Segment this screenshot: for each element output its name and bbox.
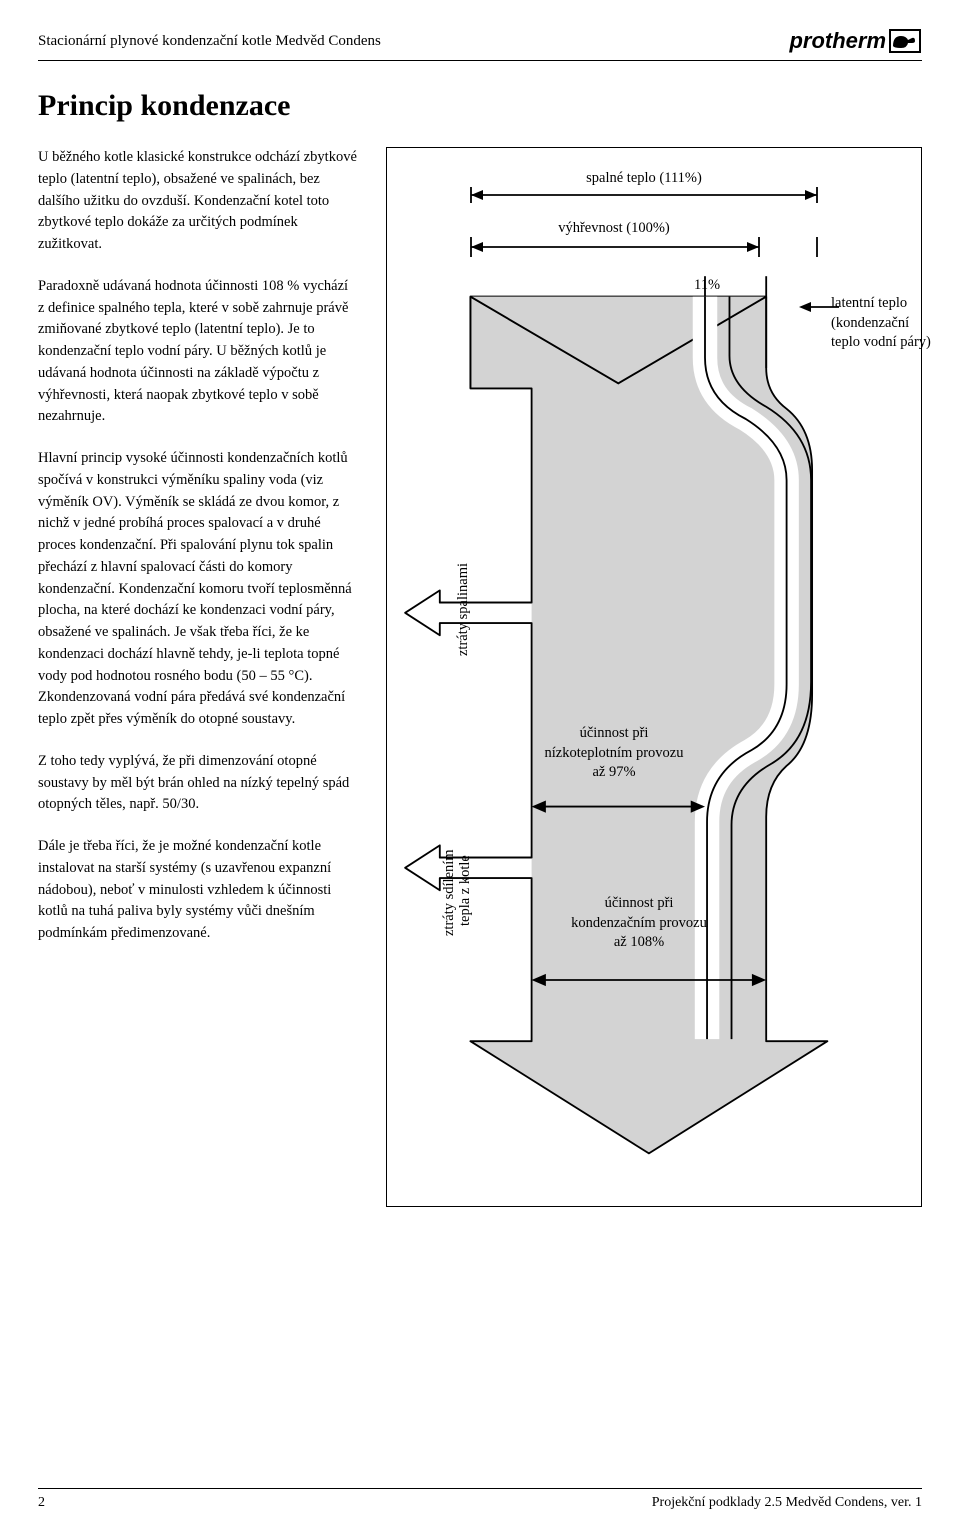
paragraph: Z toho tedy vyplývá, že při dimenzování …	[38, 751, 358, 816]
logo-text: protherm	[789, 28, 886, 54]
paragraph: Dále je třeba říci, že je možné kondenza…	[38, 836, 358, 945]
label-ztraty-spalinami: ztráty spalinami	[455, 563, 472, 656]
label-eff108-1: účinnost při	[539, 894, 739, 914]
label-spalne-teplo: spalné teplo (111%)	[469, 170, 819, 187]
doc-title: Stacionární plynové kondenzační kotle Me…	[38, 33, 381, 50]
page-title: Princip kondenzace	[38, 89, 922, 123]
page-footer: 2 Projekční podklady 2.5 Medvěd Condens,…	[38, 1488, 922, 1511]
paragraph: U běžného kotle klasické konstrukce odch…	[38, 147, 358, 256]
label-eff97-3: až 97%	[514, 763, 714, 783]
page-number: 2	[38, 1495, 45, 1511]
label-eff108-2: kondenzačním provozu	[539, 914, 739, 934]
label-ztraty-sdilenim-1: ztráty sdílením	[441, 849, 458, 936]
page-header: Stacionární plynové kondenzační kotle Me…	[38, 28, 922, 61]
label-eff97-1: účinnost při	[514, 724, 714, 744]
dimension-line-icon	[469, 237, 819, 257]
label-ztraty-sdilenim-2: tepla z kotle	[457, 855, 474, 926]
diagram-panel: spalné teplo (111%) výhřevnost (100%)	[386, 147, 922, 1207]
label-eff108-3: až 108%	[539, 933, 739, 953]
paragraph: Paradoxně udávaná hodnota účinnosti 108 …	[38, 276, 358, 428]
bear-icon	[888, 28, 922, 54]
body-text: U běžného kotle klasické konstrukce odch…	[38, 147, 358, 1207]
label-eff97-2: nízkoteplotním provozu	[514, 744, 714, 764]
label-vyhrevnost: výhřevnost (100%)	[469, 220, 759, 237]
paragraph: Hlavní princip vysoké účinnosti kondenza…	[38, 448, 358, 731]
brand-logo: protherm	[789, 28, 922, 54]
content-row: U běžného kotle klasické konstrukce odch…	[38, 147, 922, 1207]
doc-reference: Projekční podklady 2.5 Medvěd Condens, v…	[652, 1495, 922, 1511]
dimension-line-icon	[469, 187, 819, 203]
